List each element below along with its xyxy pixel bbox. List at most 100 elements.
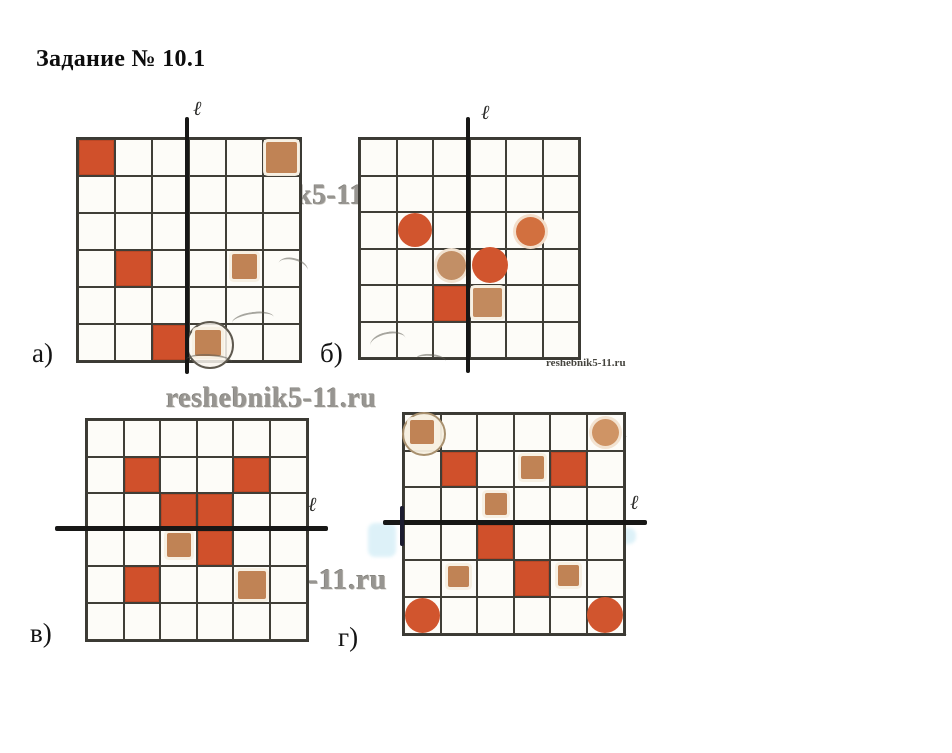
printed-circle (397, 213, 432, 248)
grid-cell (226, 176, 263, 213)
grid-cell (360, 139, 397, 176)
grid-cell (360, 212, 397, 249)
printed-square (124, 567, 160, 602)
grid-cell (542, 285, 579, 322)
grid-cell (87, 420, 124, 457)
grid-cell (360, 248, 397, 285)
pencil-mark-blue (368, 523, 396, 557)
grid-cell (433, 212, 470, 249)
grid-cell (152, 213, 189, 250)
hand-square (166, 533, 191, 558)
grid-cell (404, 560, 441, 597)
watermark-small: reshebnik5-11.ru (546, 357, 626, 369)
grid-cell (233, 420, 270, 457)
grid-cell (586, 414, 624, 451)
grid-cell (87, 493, 124, 530)
grid-cell (396, 212, 433, 249)
grid-cell (123, 602, 161, 640)
grid-cell (263, 287, 300, 324)
hand-square (266, 142, 297, 173)
grid-cell (269, 420, 307, 457)
grid-cell (152, 139, 189, 176)
grid-cell (189, 176, 226, 213)
symmetry-axis-b (465, 117, 470, 373)
grid-cell (152, 176, 189, 213)
printed-square (79, 140, 114, 175)
axis-label-a: ℓ (193, 98, 202, 120)
grid-cell (233, 602, 270, 640)
grid-cell (115, 139, 152, 176)
hand-square (237, 570, 266, 599)
grid-cell (152, 250, 189, 287)
printed-square (197, 494, 233, 529)
hand-square (558, 565, 580, 587)
grid-cell (506, 321, 543, 358)
grid-cell (152, 287, 189, 324)
grid-cell (469, 175, 506, 212)
grid-cell (477, 596, 514, 634)
grid-cell (396, 175, 433, 212)
grid-cell (477, 560, 514, 597)
grid-cell (550, 523, 587, 561)
grid-cell (115, 250, 152, 287)
grid-cell (196, 602, 234, 640)
symmetry-axis-g (383, 519, 647, 525)
grid-cell (123, 529, 161, 567)
grid-cell (404, 523, 441, 561)
grid-cell (513, 596, 551, 634)
grid-cell (269, 602, 307, 640)
grid-cell (269, 456, 307, 494)
hand-circle (433, 248, 469, 284)
grid-cell (550, 560, 587, 597)
grid-cell (404, 487, 441, 524)
grid-cell (440, 450, 478, 488)
grid-cell (233, 529, 270, 567)
printed-square (116, 251, 151, 286)
symmetry-axis-v (55, 525, 328, 531)
grid-cell (440, 560, 478, 597)
grid-cell (360, 175, 397, 212)
grid-cell (586, 487, 624, 524)
grid-cell (506, 248, 543, 285)
printed-square (514, 561, 550, 596)
hand-square (194, 329, 221, 356)
grid-cell (269, 493, 307, 530)
hand-circle (512, 213, 548, 249)
axis-label-g: ℓ (630, 492, 639, 514)
grid-cell (189, 287, 226, 324)
exercise-title: Задание № 10.1 (36, 46, 206, 72)
grid-cell (513, 450, 551, 488)
grid-cell (440, 414, 478, 451)
printed-square (441, 451, 477, 487)
grid-cell (78, 250, 115, 287)
grid-cell (506, 175, 543, 212)
hand-square (232, 254, 257, 279)
grid-a (76, 137, 302, 369)
grid-cell (360, 285, 397, 322)
grid-cell (263, 139, 300, 176)
grid-cell (233, 493, 270, 530)
grid-cell (440, 523, 478, 561)
grid-cell (115, 213, 152, 250)
grid-cell (87, 566, 124, 603)
grid-cell (226, 213, 263, 250)
grid-cell (586, 523, 624, 561)
grid-cell (513, 414, 551, 451)
grid-cell (78, 287, 115, 324)
grid-cell (396, 321, 433, 358)
grid-cell (433, 321, 470, 358)
grid-cell (263, 176, 300, 213)
axis-label-v: ℓ (308, 494, 317, 516)
grid-cell (360, 321, 397, 358)
grid-cell (542, 175, 579, 212)
watermark-large: reshebnik5-11.ru (166, 383, 377, 414)
grid-cell (542, 212, 579, 249)
grid-cell (404, 450, 441, 488)
grid-cell (263, 250, 300, 287)
grid-cell (542, 139, 579, 176)
grid-cell (550, 414, 587, 451)
grid-cell (123, 420, 161, 457)
hand-square (520, 456, 544, 480)
grid-cell (513, 487, 551, 524)
grid-cell (78, 213, 115, 250)
